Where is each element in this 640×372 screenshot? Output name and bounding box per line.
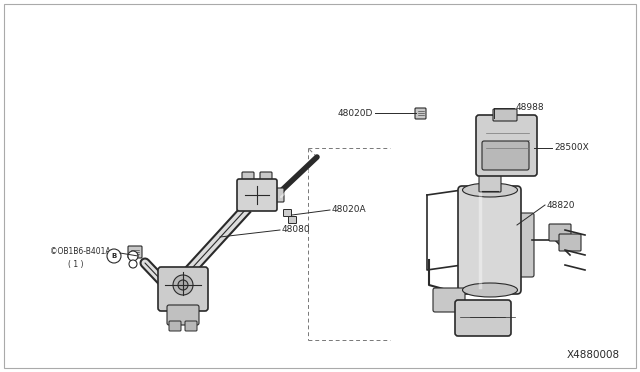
Text: 48080: 48080 xyxy=(282,225,310,234)
FancyBboxPatch shape xyxy=(559,234,581,251)
FancyBboxPatch shape xyxy=(268,188,284,202)
Ellipse shape xyxy=(463,183,518,197)
FancyBboxPatch shape xyxy=(237,179,277,211)
Ellipse shape xyxy=(463,283,518,297)
FancyBboxPatch shape xyxy=(549,224,571,241)
Text: 48020A: 48020A xyxy=(332,205,367,215)
Text: ©OB1B6-B401A: ©OB1B6-B401A xyxy=(50,247,111,257)
Text: ( 1 ): ( 1 ) xyxy=(68,260,83,269)
Circle shape xyxy=(173,275,193,295)
Text: 48988: 48988 xyxy=(516,103,545,112)
Text: 48020D: 48020D xyxy=(338,109,373,118)
FancyBboxPatch shape xyxy=(169,321,181,331)
FancyBboxPatch shape xyxy=(128,246,142,258)
FancyBboxPatch shape xyxy=(455,300,511,336)
FancyBboxPatch shape xyxy=(476,115,537,176)
Circle shape xyxy=(178,280,188,290)
FancyBboxPatch shape xyxy=(260,172,272,184)
Text: B: B xyxy=(111,253,116,259)
FancyBboxPatch shape xyxy=(167,305,199,325)
Circle shape xyxy=(129,260,137,268)
FancyBboxPatch shape xyxy=(185,321,197,331)
FancyBboxPatch shape xyxy=(242,172,254,184)
FancyBboxPatch shape xyxy=(458,186,521,294)
FancyBboxPatch shape xyxy=(415,108,426,119)
FancyBboxPatch shape xyxy=(479,174,501,192)
FancyBboxPatch shape xyxy=(284,209,291,217)
FancyBboxPatch shape xyxy=(515,213,534,277)
Circle shape xyxy=(128,251,138,261)
FancyBboxPatch shape xyxy=(289,217,296,224)
Text: X4880008: X4880008 xyxy=(567,350,620,360)
FancyBboxPatch shape xyxy=(482,141,529,170)
FancyBboxPatch shape xyxy=(158,267,208,311)
Circle shape xyxy=(107,249,121,263)
Text: 28500X: 28500X xyxy=(554,144,589,153)
Text: 48820: 48820 xyxy=(547,201,575,209)
FancyBboxPatch shape xyxy=(493,109,517,121)
FancyBboxPatch shape xyxy=(433,288,465,312)
